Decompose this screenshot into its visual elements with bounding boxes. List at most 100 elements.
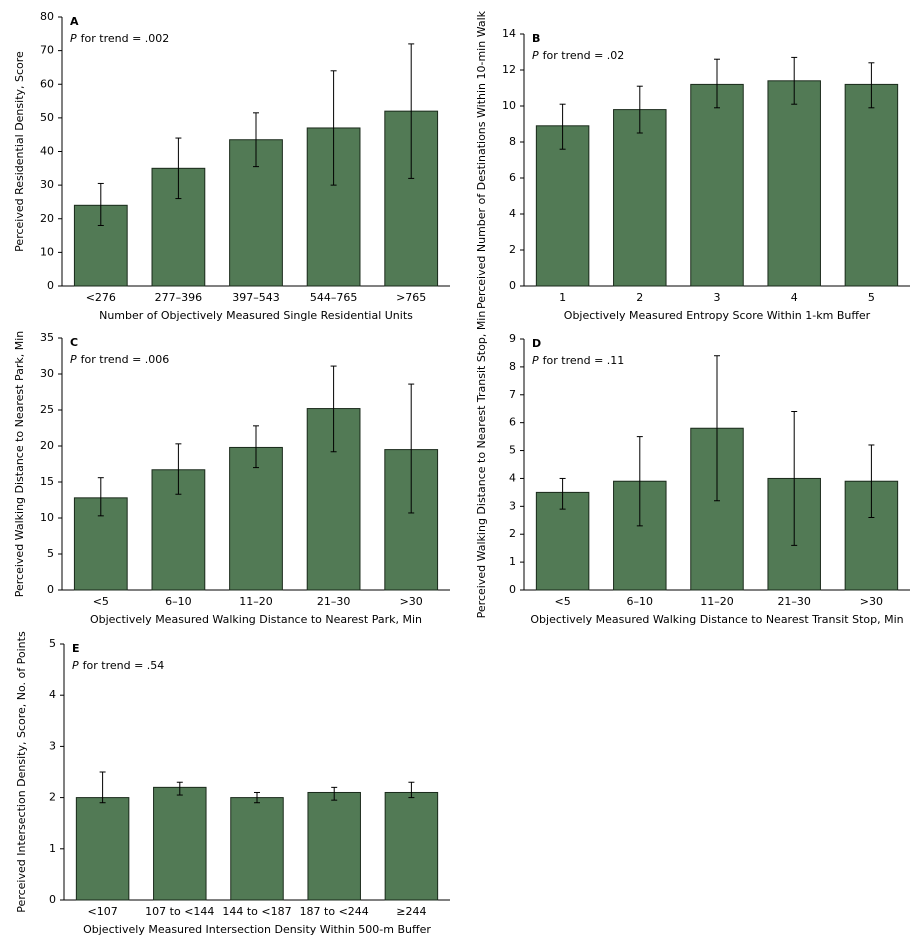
y-tick-label: 50 — [40, 111, 54, 124]
x-axis-label: Objectively Measured Entropy Score Withi… — [564, 309, 871, 322]
x-tick-label: 277–396 — [155, 291, 203, 304]
y-tick-label: 6 — [509, 171, 516, 184]
x-tick-label: 144 to <187 — [222, 905, 291, 918]
y-tick-label: 0 — [49, 893, 56, 906]
x-tick-label: 4 — [791, 291, 798, 304]
y-tick-label: 15 — [40, 475, 54, 488]
y-axis-label: Perceived Walking Distance to Nearest Tr… — [475, 311, 488, 619]
y-tick-label: 20 — [40, 439, 54, 452]
y-tick-label: 10 — [502, 99, 516, 112]
panel: 0 10 20 30 40 50 60 70 80 <276 277–396 397–543 544–7… — [13, 10, 450, 322]
y-tick-label: 3 — [49, 739, 56, 752]
y-tick-label: 2 — [509, 243, 516, 256]
x-axis-label: Objectively Measured Walking Distance to… — [90, 613, 422, 626]
trend-italic: P — [532, 354, 539, 367]
y-tick-label: 7 — [509, 388, 516, 401]
x-tick-label: 11–20 — [700, 595, 734, 608]
y-tick-label: 80 — [40, 10, 54, 23]
trend-italic: P — [70, 353, 77, 366]
y-tick-label: 12 — [502, 63, 516, 76]
trend-italic: P — [72, 659, 79, 672]
panel-label: C — [70, 336, 78, 349]
x-tick-label: <276 — [86, 291, 116, 304]
x-tick-label: 21–30 — [777, 595, 811, 608]
y-tick-label: 0 — [47, 583, 54, 596]
bar — [384, 791, 439, 901]
x-tick-label: 1 — [559, 291, 566, 304]
y-tick-label: 10 — [40, 245, 54, 258]
y-tick-label: 8 — [509, 360, 516, 373]
x-axis-label: Number of Objectively Measured Single Re… — [99, 309, 413, 322]
y-tick-label: 35 — [40, 331, 54, 344]
x-tick-label: 107 to <144 — [145, 905, 214, 918]
y-tick-label: 2 — [509, 527, 516, 540]
trend-italic: P — [532, 49, 539, 62]
y-tick-label: 0 — [47, 279, 54, 292]
trend-text: for trend = .006 — [81, 353, 170, 366]
panel-label: A — [70, 15, 79, 28]
trend-text: for trend = .11 — [543, 354, 625, 367]
x-tick-label: ≥244 — [396, 905, 426, 918]
y-tick-label: 0 — [509, 583, 516, 596]
bar — [75, 797, 130, 901]
x-tick-label: 397–543 — [232, 291, 280, 304]
x-tick-label: <107 — [87, 905, 117, 918]
y-axis-label: Perceived Walking Distance to Nearest Pa… — [13, 331, 26, 598]
panel-label: E — [72, 642, 80, 655]
y-tick-label: 1 — [509, 555, 516, 568]
trend-text: for trend = .002 — [81, 32, 170, 45]
x-tick-label: 5 — [868, 291, 875, 304]
y-tick-label: 5 — [509, 444, 516, 457]
x-axis-label: Objectively Measured Walking Distance to… — [530, 613, 903, 626]
x-tick-label: 21–30 — [317, 595, 351, 608]
y-tick-label: 40 — [40, 145, 54, 158]
panel-label: B — [532, 32, 540, 45]
x-tick-label: <5 — [554, 595, 570, 608]
y-tick-label: 5 — [47, 547, 54, 560]
x-tick-label: 11–20 — [239, 595, 273, 608]
bar — [306, 127, 361, 287]
x-tick-label: 544–765 — [310, 291, 358, 304]
y-tick-label: 4 — [49, 688, 56, 701]
bar — [229, 446, 283, 591]
x-tick-label: 2 — [636, 291, 643, 304]
y-axis-label: Perceived Number of Destinations Within … — [475, 10, 488, 309]
x-tick-label: >30 — [400, 595, 423, 608]
y-tick-label: 4 — [509, 207, 516, 220]
bar — [690, 427, 744, 591]
y-tick-label: 1 — [49, 842, 56, 855]
trend-text: for trend = .54 — [83, 659, 165, 672]
bar — [230, 797, 284, 901]
y-tick-label: 4 — [509, 471, 516, 484]
y-tick-label: 8 — [509, 135, 516, 148]
x-axis-label: Objectively Measured Intersection Densit… — [83, 923, 431, 936]
bar — [535, 125, 590, 287]
y-tick-label: 0 — [509, 279, 516, 292]
y-tick-label: 10 — [40, 511, 54, 524]
bar — [690, 83, 744, 287]
y-tick-label: 14 — [502, 27, 516, 40]
x-tick-label: 6–10 — [165, 595, 192, 608]
panel: 0 1 2 3 4 5 <107 107 to <144 144 to <187 187 to <… — [15, 631, 450, 936]
y-tick-label: 30 — [40, 178, 54, 191]
bar — [767, 80, 821, 287]
y-tick-label: 2 — [49, 791, 56, 804]
y-tick-label: 25 — [40, 403, 54, 416]
x-tick-label: >765 — [396, 291, 426, 304]
bar — [153, 786, 207, 901]
y-tick-label: 70 — [40, 44, 54, 57]
x-tick-label: 187 to <244 — [300, 905, 369, 918]
bar — [613, 109, 667, 287]
x-tick-label: <5 — [93, 595, 109, 608]
y-tick-label: 9 — [509, 332, 516, 345]
y-tick-label: 30 — [40, 367, 54, 380]
y-axis-label: Perceived Residential Density, Score — [13, 51, 26, 252]
y-tick-label: 20 — [40, 212, 54, 225]
y-tick-label: 3 — [509, 499, 516, 512]
